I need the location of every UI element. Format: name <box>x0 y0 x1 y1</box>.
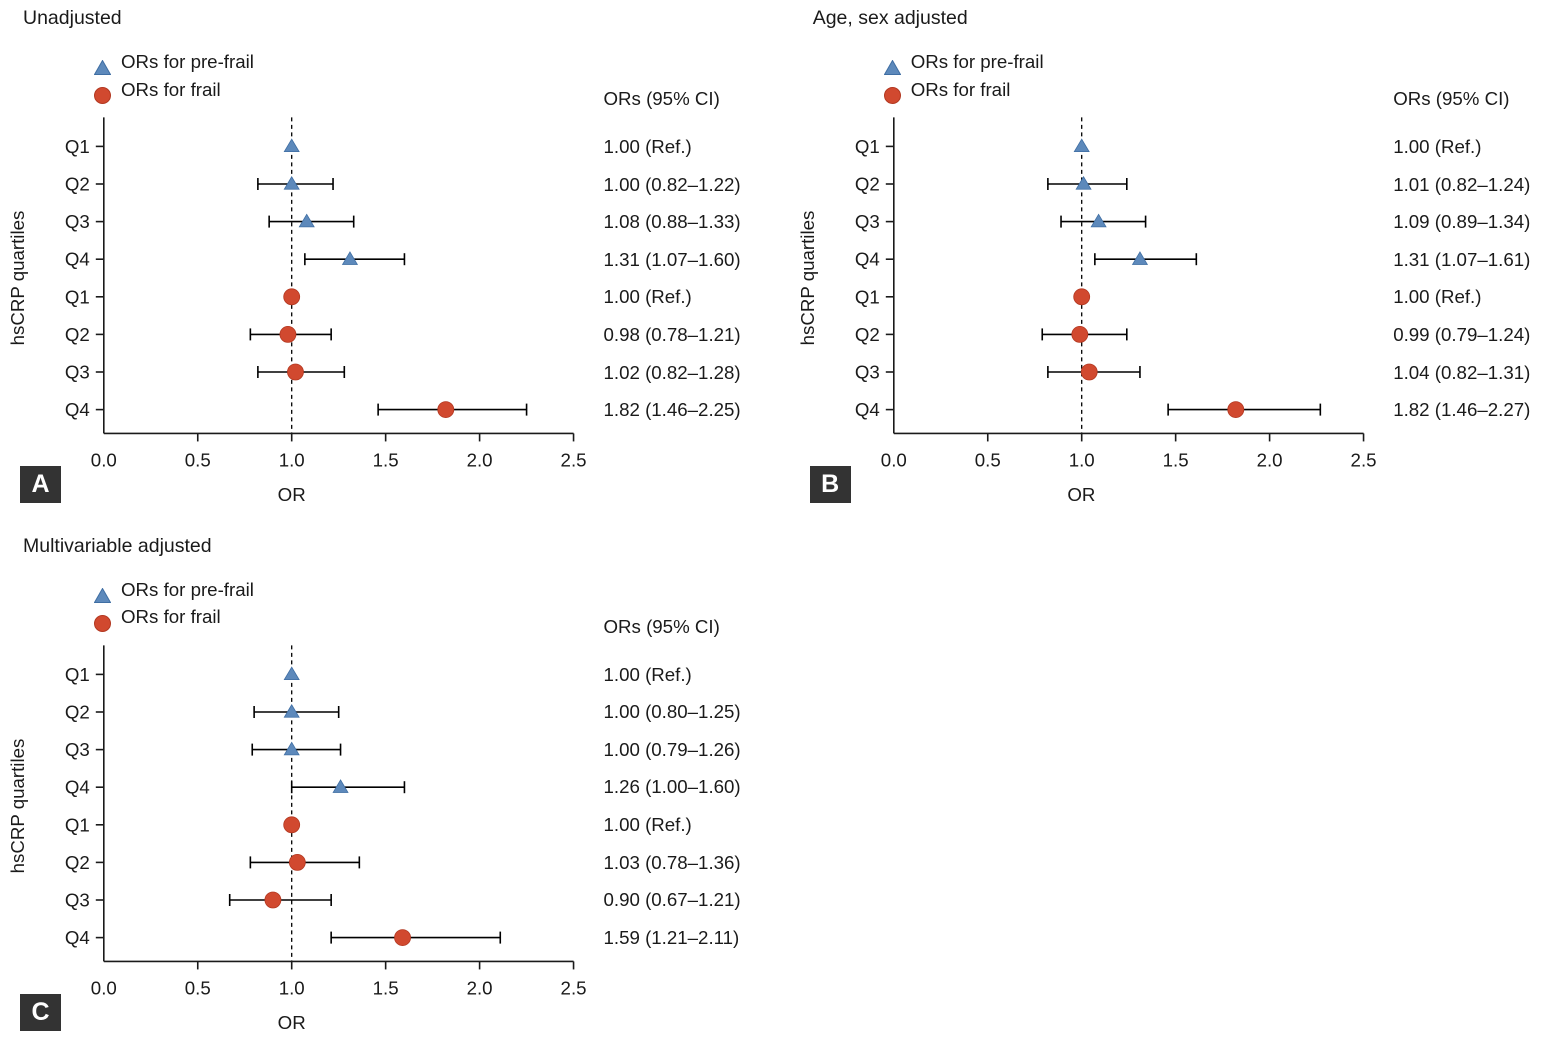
svg-text:2.5: 2.5 <box>561 977 587 998</box>
svg-text:Q1: Q1 <box>65 814 90 835</box>
svg-text:Q2: Q2 <box>65 324 90 345</box>
svg-text:Q3: Q3 <box>65 739 90 760</box>
svg-text:1.0: 1.0 <box>1068 449 1094 470</box>
svg-text:Q1: Q1 <box>855 286 880 307</box>
svg-text:Q4: Q4 <box>855 249 880 270</box>
svg-text:Q2: Q2 <box>855 174 880 195</box>
svg-text:1.0: 1.0 <box>279 449 305 470</box>
svg-text:Q1: Q1 <box>65 286 90 307</box>
svg-text:Q4: Q4 <box>855 399 880 420</box>
svg-text:Q1: Q1 <box>855 136 880 157</box>
svg-text:0.0: 0.0 <box>91 449 117 470</box>
svg-text:1.5: 1.5 <box>373 977 399 998</box>
svg-text:0.0: 0.0 <box>880 449 906 470</box>
svg-text:0.0: 0.0 <box>91 977 117 998</box>
svg-text:2.0: 2.0 <box>467 449 493 470</box>
svg-text:0.5: 0.5 <box>974 449 1000 470</box>
svg-text:Q4: Q4 <box>65 399 90 420</box>
svg-text:Q4: Q4 <box>65 927 90 948</box>
svg-text:2.0: 2.0 <box>1256 449 1282 470</box>
svg-text:Q3: Q3 <box>65 362 90 383</box>
svg-text:Q2: Q2 <box>65 701 90 722</box>
svg-text:Q3: Q3 <box>65 889 90 910</box>
svg-text:Q2: Q2 <box>855 324 880 345</box>
svg-text:Q2: Q2 <box>65 174 90 195</box>
svg-text:Q4: Q4 <box>65 249 90 270</box>
svg-text:2.5: 2.5 <box>1350 449 1376 470</box>
svg-text:Q1: Q1 <box>65 136 90 157</box>
svg-text:2.5: 2.5 <box>561 449 587 470</box>
svg-text:0.5: 0.5 <box>185 449 211 470</box>
svg-text:Q1: Q1 <box>65 664 90 685</box>
svg-text:2.0: 2.0 <box>467 977 493 998</box>
svg-text:0.5: 0.5 <box>185 977 211 998</box>
svg-text:Q2: Q2 <box>65 852 90 873</box>
svg-text:Q3: Q3 <box>855 211 880 232</box>
svg-text:1.5: 1.5 <box>1162 449 1188 470</box>
svg-text:Q3: Q3 <box>65 211 90 232</box>
svg-text:1.5: 1.5 <box>373 449 399 470</box>
svg-text:Q4: Q4 <box>65 776 90 797</box>
svg-text:1.0: 1.0 <box>279 977 305 998</box>
svg-text:Q3: Q3 <box>855 362 880 383</box>
